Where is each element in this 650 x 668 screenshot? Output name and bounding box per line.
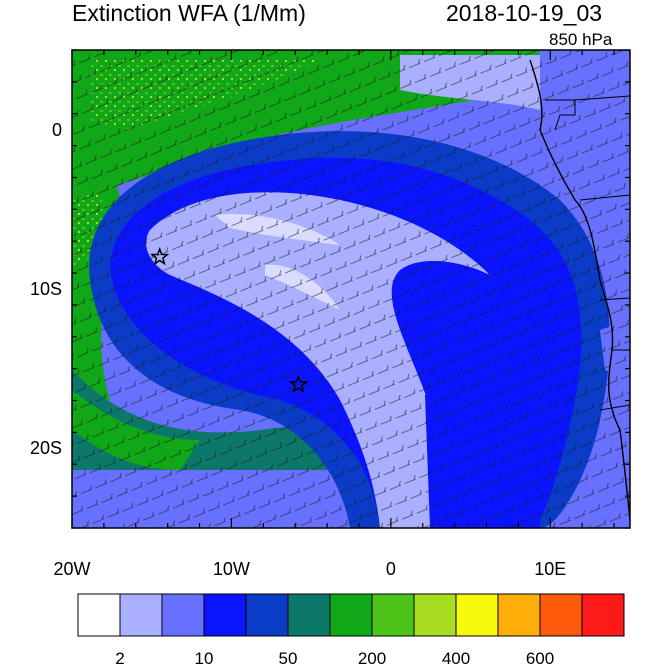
colorbar-swatch xyxy=(245,593,289,637)
colorbar-swatch xyxy=(497,593,541,637)
colorbar-swatch xyxy=(203,593,247,637)
colorbar-swatch xyxy=(539,593,583,637)
x-tick-label: 10E xyxy=(534,559,567,579)
colorbar-swatch xyxy=(455,593,499,637)
coastline xyxy=(529,59,630,521)
colorbar-swatch xyxy=(329,593,373,637)
colorbar-swatch xyxy=(413,593,457,637)
y-tick-label: 20S xyxy=(29,438,62,459)
axis-ticks xyxy=(71,49,630,529)
colorbar-label: 600 xyxy=(525,649,555,668)
colorbar xyxy=(77,593,625,637)
star-marker xyxy=(150,246,170,266)
colorbar-label: 10 xyxy=(194,649,214,668)
colorbar-label: 2 xyxy=(115,649,125,668)
x-tick-label: 10W xyxy=(212,559,250,579)
y-tick-label: 0 xyxy=(51,119,62,140)
x-tick-label: 20W xyxy=(53,559,91,579)
star-marker xyxy=(288,374,308,393)
y-tick-label: 10S xyxy=(29,279,62,299)
colorbar-swatch xyxy=(287,593,331,637)
colorbar-label: 200 xyxy=(357,649,387,668)
map-datetime: 2018-10-19_03 xyxy=(446,0,603,26)
colorbar-swatch xyxy=(119,593,163,637)
site-markers xyxy=(150,246,308,393)
data-field xyxy=(72,50,630,528)
colorbar-swatch xyxy=(77,593,121,637)
wind-barbs xyxy=(72,50,630,528)
colorbar-swatch xyxy=(581,593,625,637)
map-title: Extinction WFA (1/Mm) xyxy=(72,0,306,26)
colorbar-swatch xyxy=(371,593,415,637)
pressure-level: 850 hPa xyxy=(549,30,613,49)
x-tick-label: 0 xyxy=(385,559,396,579)
colorbar-swatch xyxy=(161,593,205,637)
plot-frame xyxy=(71,49,631,529)
country-borders xyxy=(545,95,630,411)
colorbar-label: 400 xyxy=(441,649,471,668)
colorbar-label: 50 xyxy=(278,649,298,668)
